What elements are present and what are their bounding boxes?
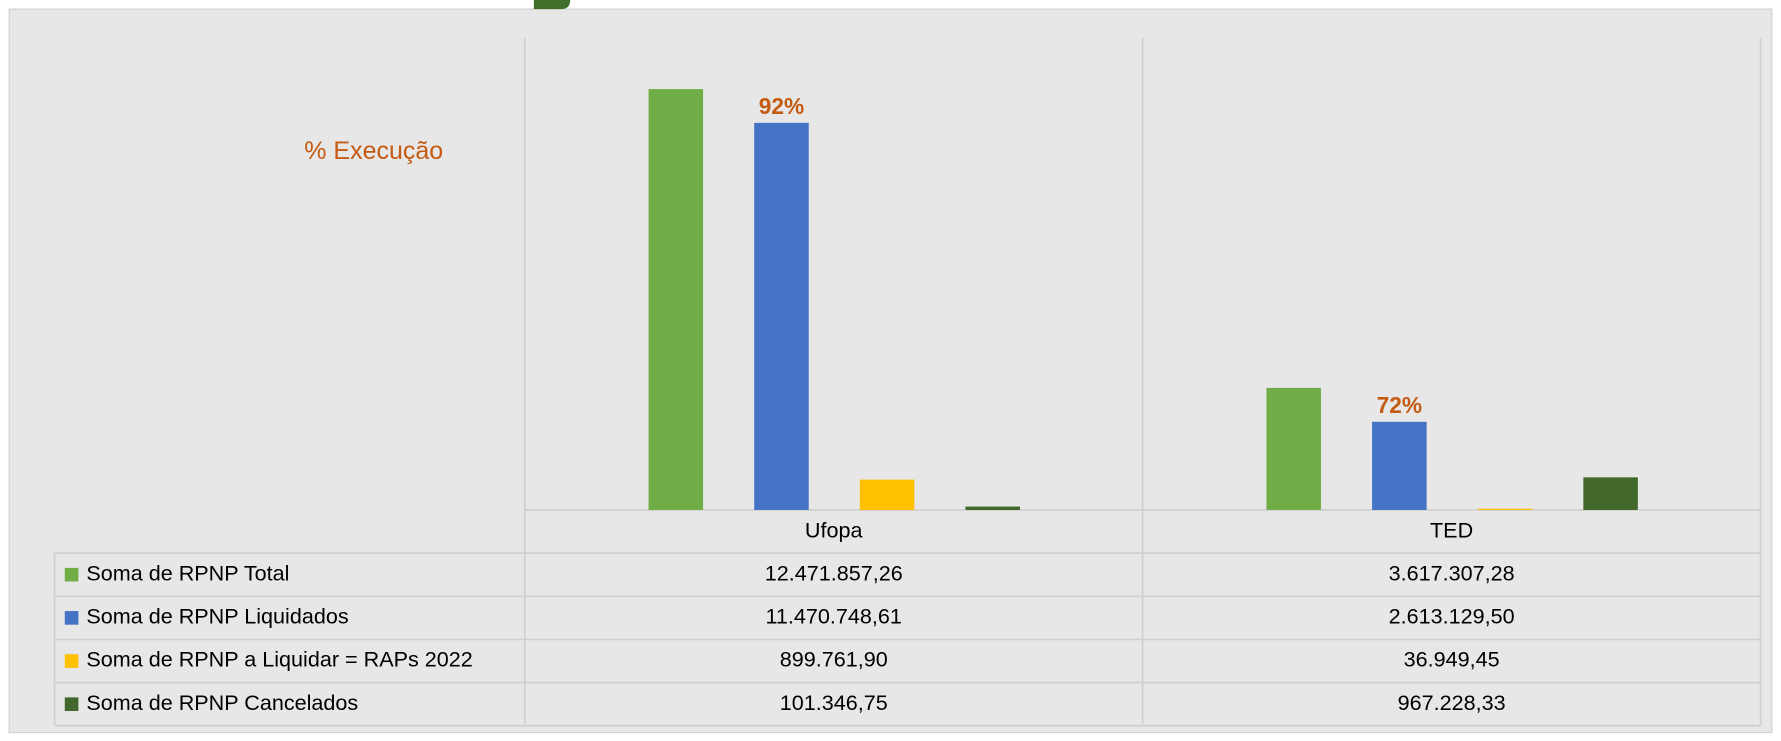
bar	[1372, 421, 1427, 510]
legend-label: Soma de RPNP Total	[86, 560, 289, 585]
legend-swatch	[64, 697, 79, 712]
bar	[965, 506, 1020, 510]
table-value: 2.613.129,50	[1389, 604, 1515, 629]
logo-fragment	[533, 0, 571, 10]
legend-label: Soma de RPNP Cancelados	[86, 690, 358, 715]
table-value: 36.949,45	[1404, 647, 1500, 672]
table-value: 101.346,75	[780, 690, 888, 715]
bar	[1266, 387, 1321, 510]
bar	[1477, 508, 1533, 510]
bar	[754, 122, 809, 510]
chart-area	[8, 8, 1773, 734]
legend-swatch	[64, 611, 79, 625]
bar	[859, 479, 915, 510]
legend-label: Soma de RPNP a Liquidar = RAPs 2022	[86, 647, 472, 672]
legend-swatch	[64, 567, 79, 582]
table-value: 967.228,33	[1398, 690, 1506, 715]
annotation: % Execução	[304, 137, 443, 165]
legend-swatch	[64, 654, 79, 668]
table-value: 12.471.857,26	[765, 560, 903, 585]
x-tick-label: TED	[1430, 517, 1473, 542]
x-tick-label: Ufopa	[805, 517, 863, 542]
table-value: 899.761,90	[780, 647, 888, 672]
legend-label: Soma de RPNP Liquidados	[86, 604, 349, 629]
table-value: 11.470.748,61	[766, 604, 902, 629]
bar	[1583, 477, 1638, 510]
data-label: 92%	[759, 93, 804, 119]
bar	[648, 89, 704, 510]
table-value: 3.617.307,28	[1389, 560, 1515, 585]
data-label: 72%	[1377, 392, 1422, 418]
